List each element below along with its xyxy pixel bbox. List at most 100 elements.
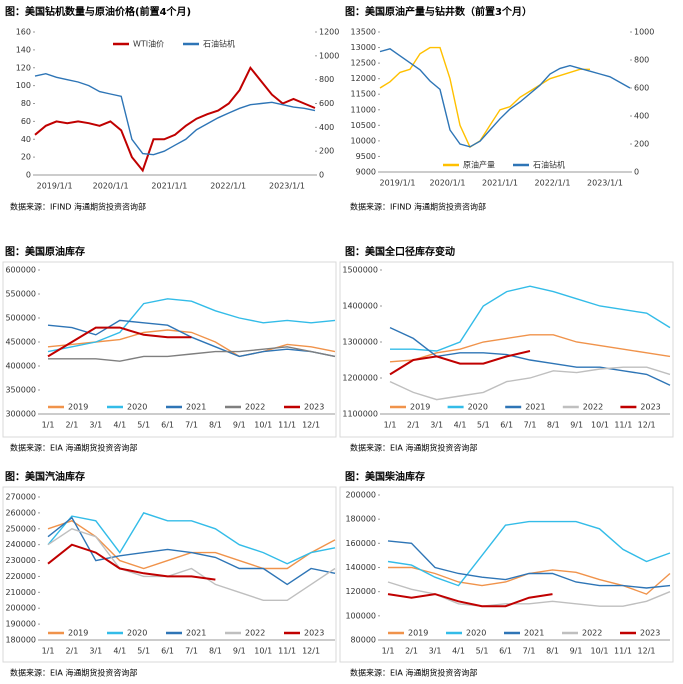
y-tick-label: 500000 [5, 314, 36, 323]
legend-label: 2022 [245, 403, 265, 412]
y2-tick-label: 1000 [319, 51, 339, 60]
y-tick-label: 190000 [5, 620, 36, 629]
legend-label: 2020 [466, 629, 486, 638]
y-tick-label: 220000 [5, 572, 36, 581]
series-line [47, 516, 336, 586]
y-tick-label: 12000 [351, 74, 376, 83]
chart-title: 图：美国柴油库存 [345, 470, 425, 483]
chart-title: 图：美国汽油库存 [5, 470, 85, 483]
x-tick-label: 2019/1/1 [37, 182, 73, 191]
y-tick-label: 80 [21, 99, 31, 108]
chart-title: 图：美国原油产量与钻井数（前置3个月） [345, 5, 532, 18]
series-line [47, 319, 336, 358]
source-note: 数据来源：IFIND 海通期货投资咨询部 [10, 202, 146, 212]
x-tick-label: 6/1 [499, 647, 512, 656]
x-tick-label: 3/1 [89, 421, 102, 430]
y-tick-label: 60 [21, 117, 31, 126]
x-tick-label: 7/1 [524, 421, 537, 430]
x-tick-label: 2022/1/1 [535, 179, 571, 188]
x-tick-label: 2021/1/1 [151, 182, 187, 191]
series-line [47, 298, 336, 353]
y2-tick-label: 800 [319, 75, 334, 84]
y-tick-label: 400000 [5, 362, 36, 371]
x-tick-label: 4/1 [113, 421, 126, 430]
y-tick-label: 180000 [5, 636, 36, 645]
chart-title: 图：美国全口径库存变动 [345, 245, 455, 258]
series-line [48, 346, 336, 362]
legend-label: 2019 [410, 403, 430, 412]
chart-title: 图：美国钻机数量与原油价格(前置4个月) [5, 5, 191, 18]
x-tick-label: 7/1 [185, 647, 198, 656]
x-tick-label: 1/1 [384, 421, 397, 430]
x-tick-label: 10/1 [591, 421, 609, 430]
x-tick-label: 5/1 [476, 647, 489, 656]
y-tick-label: 450000 [5, 338, 36, 347]
y-tick-label: 250000 [5, 524, 36, 533]
y-tick-label: 1500000 [342, 266, 378, 275]
y-tick-label: 550000 [5, 290, 36, 299]
chart-panel: 图：美国原油产量与钻井数（前置3个月） 数据来源：IFIND 海通期货投资咨询部 9… [345, 5, 654, 212]
x-tick-label: 5/1 [137, 647, 150, 656]
x-tick-label: 9/1 [570, 647, 583, 656]
x-tick-label: 1/1 [382, 647, 395, 656]
x-tick-label: 8/1 [546, 647, 559, 656]
x-tick-label: 5/1 [137, 421, 150, 430]
y-tick-label: 230000 [5, 556, 36, 565]
series-line [387, 540, 671, 589]
y-tick-label: 100 [16, 81, 31, 90]
x-tick-label: 6/1 [161, 421, 174, 430]
chart-panel: 图：美国钻机数量与原油价格(前置4个月) 数据来源：IFIND 海通期货投资咨询部… [5, 5, 339, 212]
x-tick-label: 2/1 [407, 421, 420, 430]
legend-label: 2019 [408, 629, 428, 638]
x-tick-label: 12/1 [302, 421, 320, 430]
y-tick-label: 1400000 [342, 302, 378, 311]
y-tick-label: 200000 [345, 491, 376, 500]
y-tick-label: 12500 [351, 59, 376, 68]
series-line [389, 366, 671, 401]
panel-frame [339, 486, 674, 663]
y-tick-label: 210000 [5, 588, 36, 597]
y-tick-label: 0 [26, 171, 31, 180]
x-tick-label: 2021/1/1 [482, 179, 518, 188]
x-tick-label: 2019/1/1 [380, 179, 416, 188]
x-tick-label: 11/1 [614, 647, 632, 656]
series-line [390, 285, 671, 352]
legend-label: 2021 [186, 629, 206, 638]
y-tick-label: 350000 [5, 386, 36, 395]
y-tick-label: 1300000 [342, 338, 378, 347]
y-tick-label: 11000 [351, 105, 376, 114]
x-tick-label: 10/1 [254, 647, 272, 656]
x-tick-label: 11/1 [614, 421, 632, 430]
panel-frame [339, 261, 674, 438]
legend-label: 2021 [525, 403, 545, 412]
x-tick-label: 4/1 [454, 421, 467, 430]
x-tick-label: 11/1 [278, 647, 296, 656]
y-tick-label: 120000 [345, 587, 376, 596]
x-tick-label: 4/1 [452, 647, 465, 656]
y2-tick-label: 200 [319, 147, 334, 156]
x-tick-label: 6/1 [500, 421, 513, 430]
legend-label: 原油产量 [463, 160, 495, 170]
series-line [379, 46, 590, 149]
x-tick-label: 3/1 [89, 647, 102, 656]
x-tick-label: 11/1 [278, 421, 296, 430]
source-note: 数据来源：EIA 海通期货投资咨询部 [10, 668, 137, 678]
legend-label: 2022 [245, 629, 265, 638]
panel-frame [2, 261, 337, 438]
y-tick-label: 80000 [351, 636, 376, 645]
x-tick-label: 7/1 [185, 421, 198, 430]
y2-tick-label: 400 [319, 123, 334, 132]
legend-label: 2021 [524, 629, 544, 638]
y2-tick-label: 600 [634, 84, 649, 93]
legend-label: 2023 [304, 629, 324, 638]
y-tick-label: 11500 [351, 90, 376, 99]
x-tick-label: 7/1 [523, 647, 536, 656]
x-tick-label: 9/1 [570, 421, 583, 430]
y-tick-label: 10500 [351, 121, 376, 130]
y-tick-label: 20 [21, 153, 31, 162]
y-tick-label: 9000 [356, 168, 376, 177]
y-tick-label: 40 [21, 135, 31, 144]
